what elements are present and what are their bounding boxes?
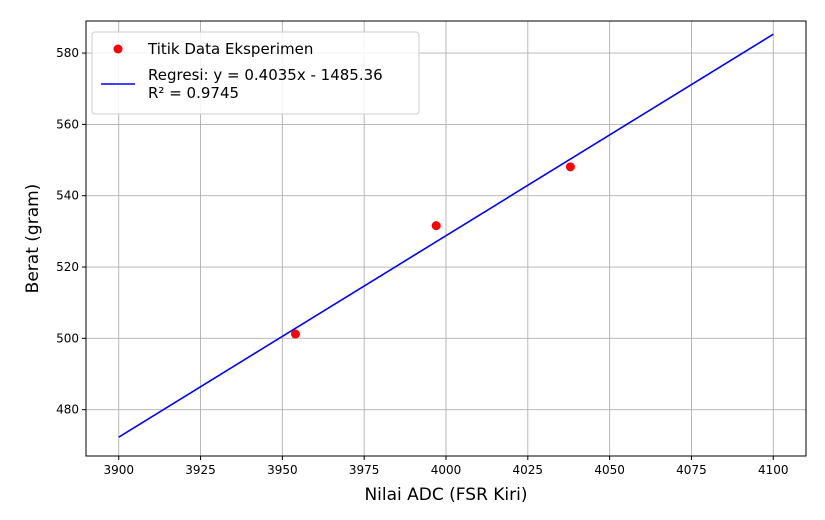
y-tick-label: 500 (56, 331, 79, 345)
x-tick-label: 4050 (594, 463, 625, 477)
legend: Titik Data Eksperimen Regresi: y = 0.4035… (91, 31, 420, 115)
x-tick-label: 3950 (267, 463, 298, 477)
data-point (431, 221, 441, 231)
x-tick-label: 3975 (349, 463, 380, 477)
x-tick-label: 4100 (758, 463, 789, 477)
ticks: 3900 3925 3950 3975 4000 4025 4050 4075 4100 480 5… (56, 46, 788, 477)
y-tick-label: 540 (56, 189, 79, 203)
x-tick-label: 4075 (676, 463, 707, 477)
x-tick-label: 4000 (431, 463, 462, 477)
x-tick-label: 4025 (513, 463, 544, 477)
y-tick-label: 560 (56, 117, 79, 131)
legend-label: R² = 0.9745 (148, 84, 239, 102)
legend-label: Regresi: y = 0.4035x - 1485.36 (148, 66, 383, 84)
y-tick-label: 580 (56, 46, 79, 60)
x-tick-label: 3900 (103, 463, 134, 477)
x-axis-label: Nilai ADC (FSR Kiri) (364, 485, 527, 505)
data-point (290, 329, 300, 339)
data-layer (118, 33, 774, 438)
x-tick-label: 3925 (185, 463, 216, 477)
y-axis-label: Berat (gram) (23, 184, 43, 294)
legend-label: Titik Data Eksperimen (147, 40, 313, 58)
y-tick-label: 480 (56, 403, 79, 417)
legend-marker (113, 44, 123, 54)
legend-box (91, 31, 420, 115)
y-tick-label: 520 (56, 260, 79, 274)
regression-line (118, 33, 774, 438)
data-point (565, 162, 575, 172)
